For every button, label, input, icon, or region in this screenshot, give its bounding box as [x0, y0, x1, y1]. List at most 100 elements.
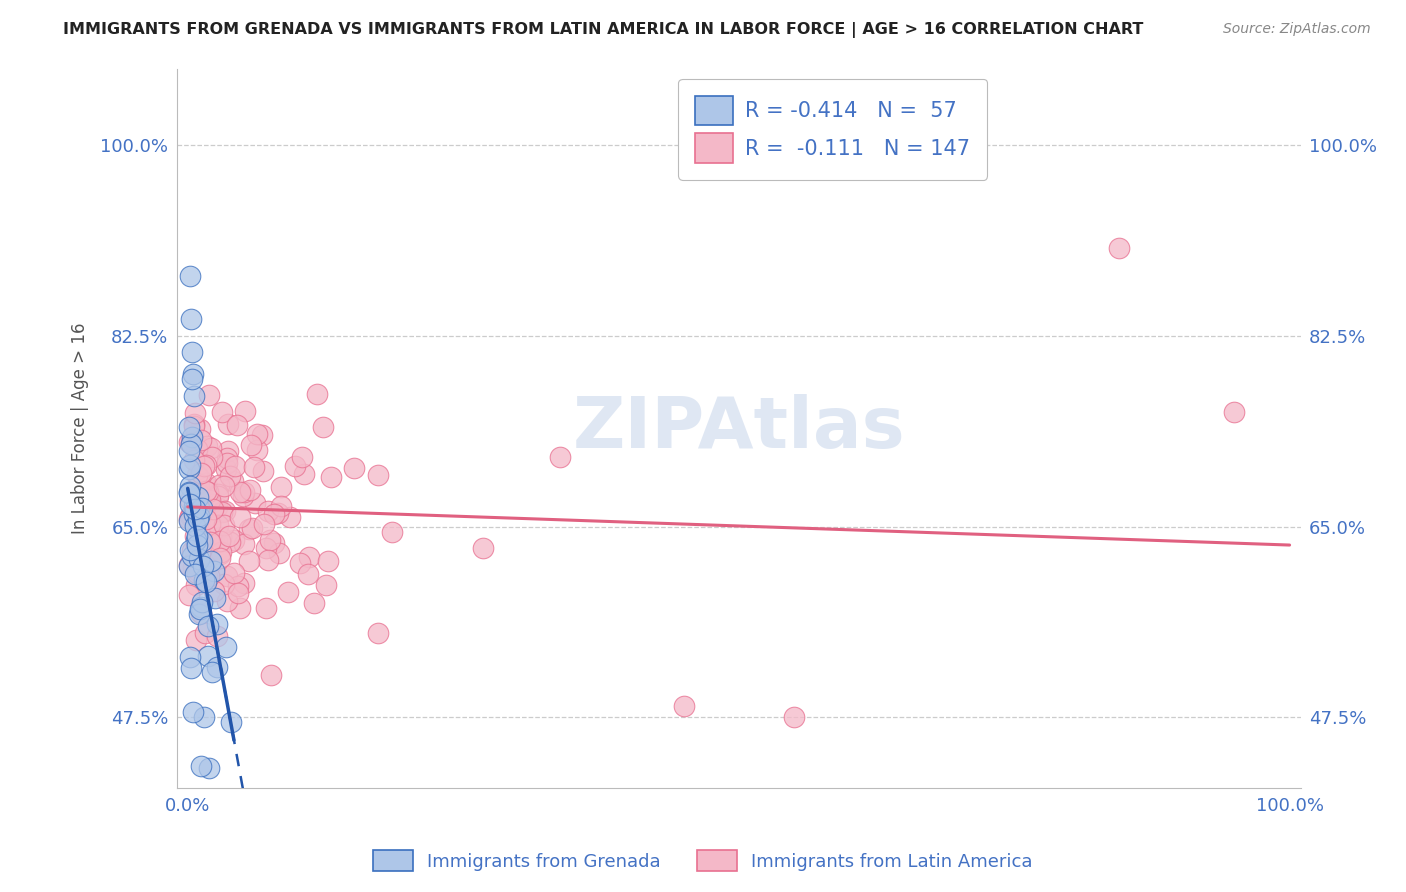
- Point: [215, 462, 238, 476]
- Point: [177, 514, 200, 528]
- Point: [1108, 242, 1130, 256]
- Point: [188, 422, 211, 436]
- Point: [217, 444, 239, 458]
- Point: [190, 759, 212, 773]
- Point: [315, 578, 337, 592]
- Point: [205, 500, 228, 515]
- Point: [190, 502, 212, 516]
- Point: [205, 616, 228, 631]
- Point: [179, 458, 201, 473]
- Point: [226, 579, 249, 593]
- Point: [180, 436, 202, 450]
- Point: [186, 467, 208, 482]
- Point: [180, 544, 202, 558]
- Point: [187, 552, 209, 566]
- Point: [219, 715, 242, 730]
- Point: [215, 457, 238, 471]
- Point: [190, 606, 212, 620]
- Point: [184, 501, 207, 516]
- Point: [291, 450, 314, 464]
- Point: [226, 586, 249, 600]
- Point: [243, 459, 266, 474]
- Point: [179, 486, 201, 500]
- Point: [218, 534, 240, 549]
- Point: [195, 483, 218, 498]
- Point: [181, 345, 204, 359]
- Point: [179, 479, 201, 493]
- Point: [184, 542, 207, 557]
- Point: [188, 520, 211, 534]
- Point: [250, 428, 273, 442]
- Point: [202, 583, 225, 598]
- Point: [198, 568, 221, 582]
- Point: [239, 483, 262, 497]
- Point: [177, 559, 200, 574]
- Point: [226, 417, 249, 432]
- Point: [471, 541, 494, 556]
- Point: [208, 478, 231, 492]
- Point: [187, 506, 209, 520]
- Point: [177, 435, 200, 450]
- Point: [277, 585, 299, 599]
- Point: [183, 453, 205, 467]
- Point: [233, 576, 256, 591]
- Point: [321, 469, 343, 483]
- Y-axis label: In Labor Force | Age > 16: In Labor Force | Age > 16: [72, 323, 89, 534]
- Point: [184, 537, 207, 551]
- Point: [209, 545, 232, 559]
- Point: [367, 468, 389, 483]
- Point: [181, 560, 204, 574]
- Point: [217, 451, 239, 466]
- Point: [187, 511, 209, 525]
- Point: [240, 521, 263, 535]
- Text: IMMIGRANTS FROM GRENADA VS IMMIGRANTS FROM LATIN AMERICA IN LABOR FORCE | AGE > : IMMIGRANTS FROM GRENADA VS IMMIGRANTS FR…: [63, 22, 1143, 38]
- Point: [205, 533, 228, 548]
- Point: [232, 489, 254, 503]
- Point: [224, 458, 246, 473]
- Point: [194, 476, 217, 491]
- Point: [1223, 405, 1246, 419]
- Point: [179, 542, 201, 557]
- Point: [195, 480, 218, 494]
- Point: [191, 533, 214, 548]
- Point: [269, 546, 291, 560]
- Point: [278, 510, 301, 524]
- Point: [215, 640, 238, 654]
- Point: [205, 630, 228, 644]
- Point: [190, 507, 212, 521]
- Point: [288, 556, 311, 570]
- Point: [179, 492, 201, 507]
- Point: [305, 387, 328, 401]
- Point: [188, 487, 211, 501]
- Point: [193, 573, 215, 587]
- Point: [194, 626, 217, 640]
- Point: [194, 512, 217, 526]
- Point: [381, 524, 404, 539]
- Point: [197, 648, 219, 663]
- Point: [202, 564, 225, 578]
- Point: [177, 485, 200, 500]
- Point: [198, 388, 221, 402]
- Point: [179, 512, 201, 526]
- Point: [253, 516, 276, 531]
- Point: [201, 665, 224, 680]
- Point: [177, 558, 200, 573]
- Point: [181, 372, 204, 386]
- Point: [186, 533, 208, 548]
- Point: [238, 522, 260, 536]
- Point: [257, 552, 280, 566]
- Point: [232, 485, 254, 500]
- Point: [198, 516, 221, 531]
- Point: [186, 533, 208, 548]
- Point: [184, 633, 207, 648]
- Point: [181, 705, 204, 719]
- Point: [187, 484, 209, 499]
- Point: [198, 535, 221, 549]
- Point: [184, 529, 207, 543]
- Point: [186, 566, 208, 581]
- Point: [197, 439, 219, 453]
- Point: [254, 541, 277, 555]
- Point: [218, 469, 240, 483]
- Point: [207, 489, 229, 503]
- Point: [183, 500, 205, 514]
